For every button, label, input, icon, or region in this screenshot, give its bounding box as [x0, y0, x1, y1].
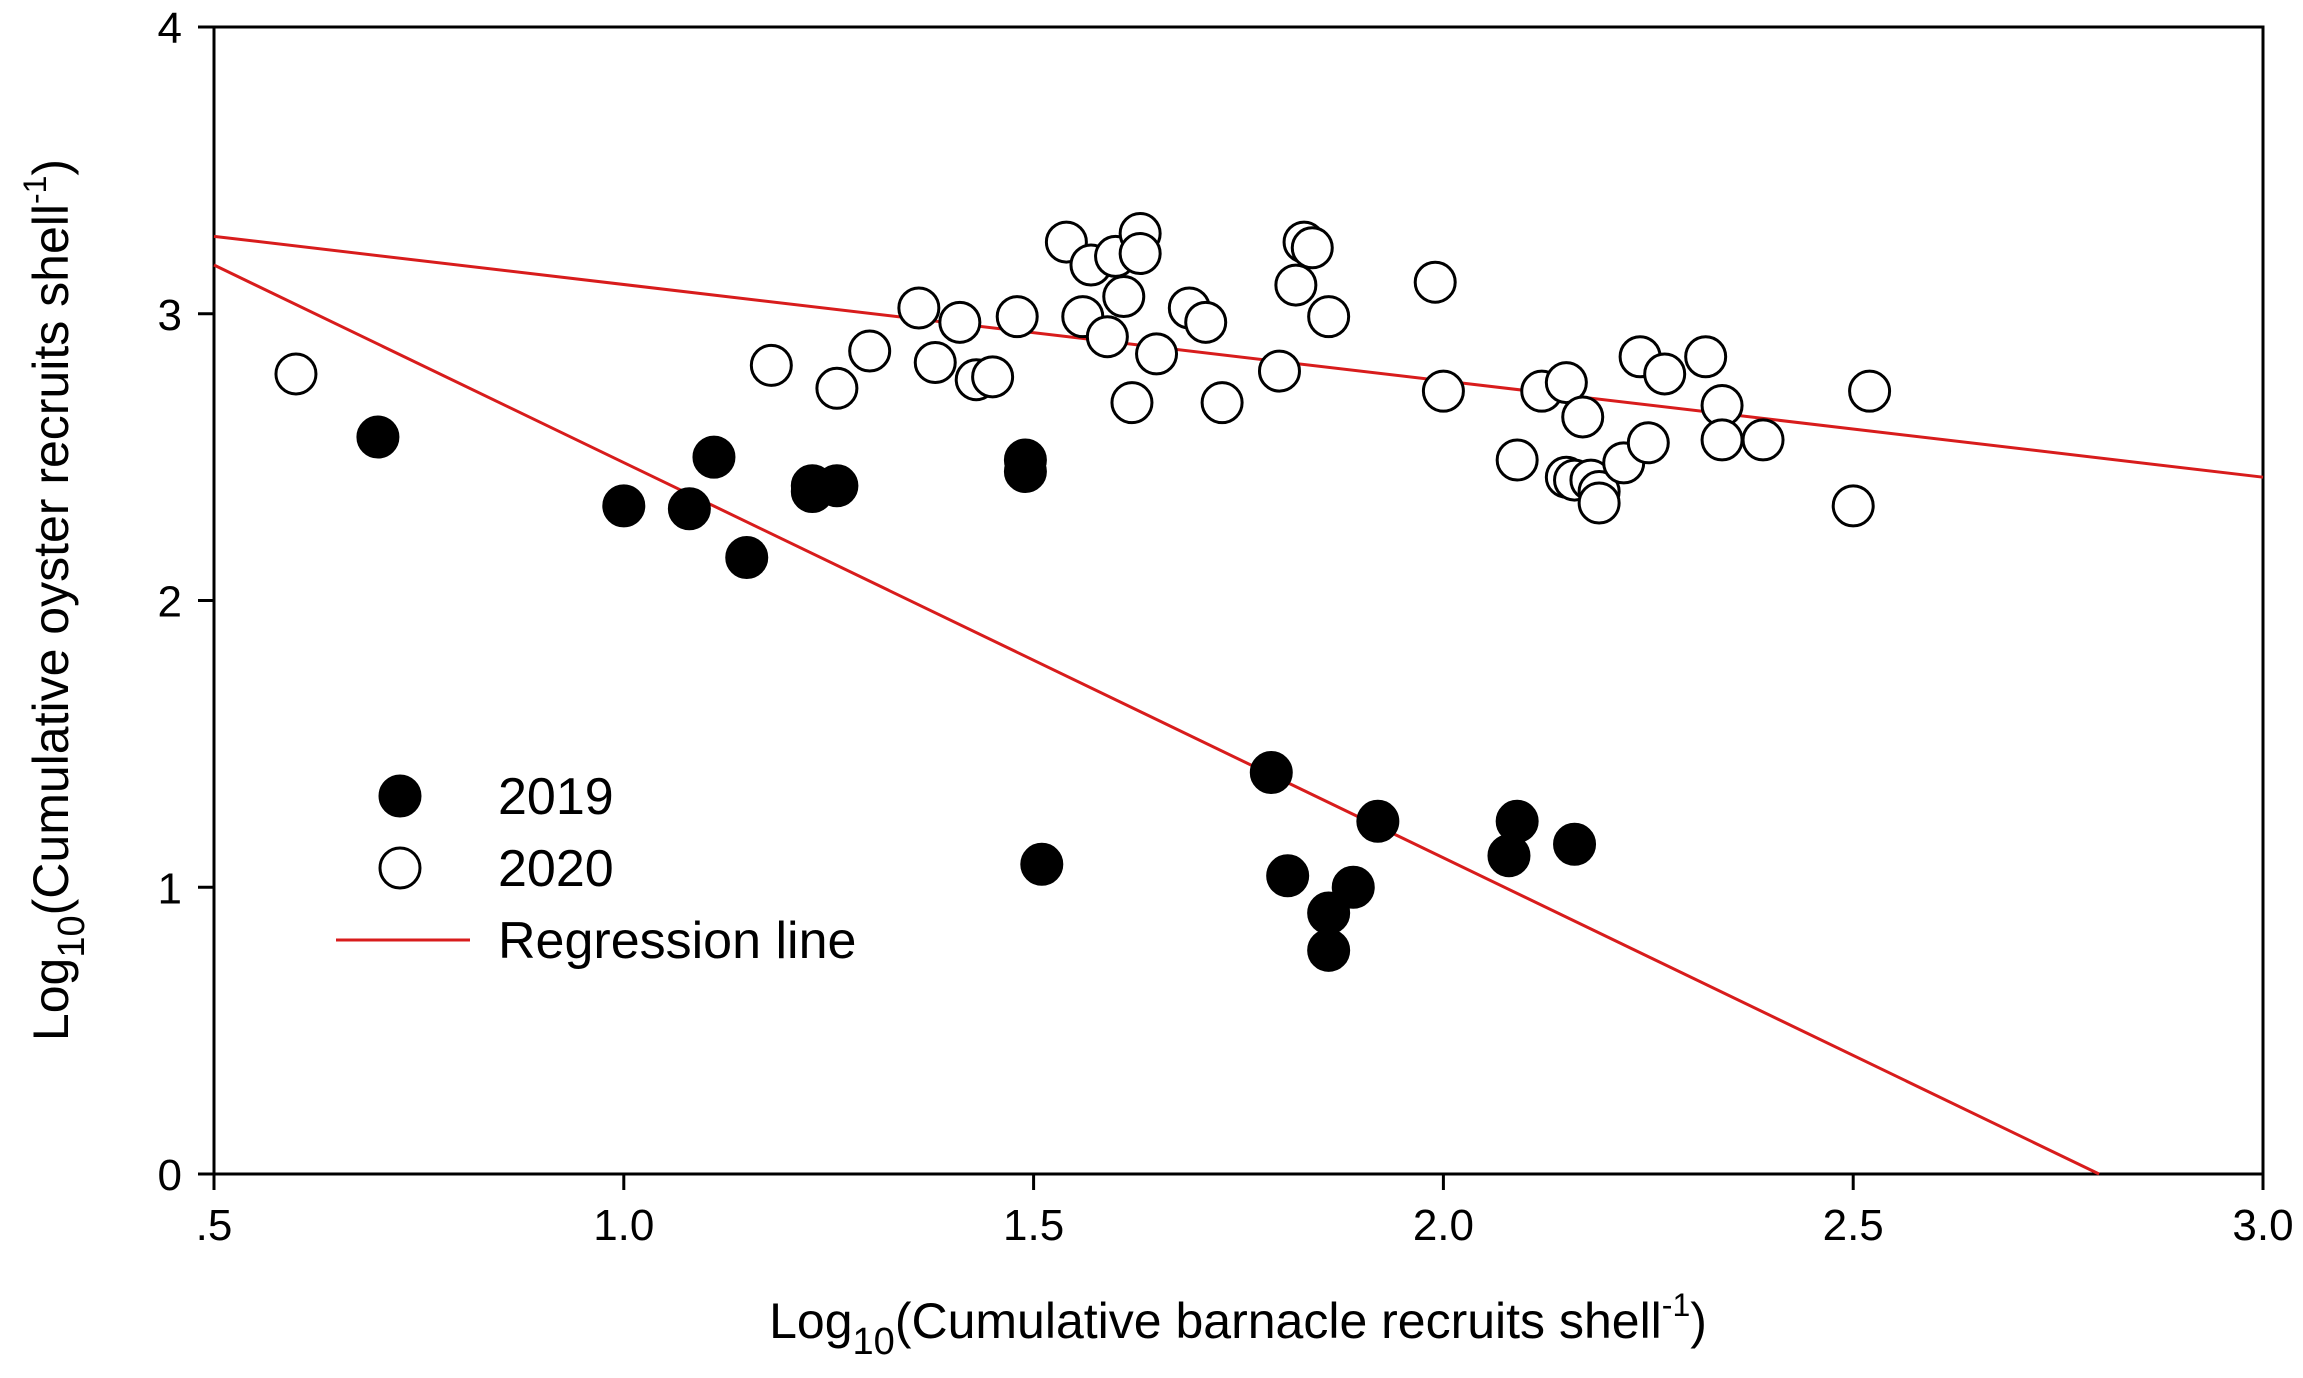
point-2019	[356, 415, 400, 459]
y-axis-title-prefix: Log	[23, 958, 79, 1041]
point-2020	[1184, 300, 1228, 344]
point-2020	[1413, 260, 1457, 304]
x-axis-ticks: .5 1.0 1.5 2.0 2.5 3.0	[196, 1174, 2294, 1250]
y-axis-title-superscript: -1	[17, 176, 53, 204]
x-axis-title-suffix: )	[1690, 1293, 1707, 1349]
y-tick-label: 0	[158, 1151, 182, 1200]
x-tick-label: 3.0	[2232, 1201, 2293, 1250]
x-axis-title-main: (Cumulative barnacle recruits shell	[895, 1293, 1662, 1349]
y-axis-ticks: 0 1 2 3 4	[158, 4, 214, 1200]
legend-marker-2020	[378, 846, 422, 890]
point-2020	[1421, 369, 1465, 413]
y-axis-title-main: (Cumulative oyster recruits shell	[23, 204, 79, 915]
point-2020	[749, 343, 793, 387]
x-axis-title: Log10(Cumulative barnacle recruits shell…	[769, 1287, 1707, 1363]
point-2020	[1102, 275, 1146, 319]
plot-area	[212, 25, 2265, 1176]
legend-marker-2019	[378, 774, 422, 818]
point-2019	[667, 487, 711, 531]
point-2020	[1561, 395, 1605, 439]
point-2020	[1495, 438, 1539, 482]
point-2020	[1290, 226, 1334, 270]
point-2020	[1135, 332, 1179, 376]
x-tick-label: 1.5	[1003, 1201, 1064, 1250]
point-2020	[1577, 481, 1621, 525]
point-2019	[602, 484, 646, 528]
regression-line-2020	[213, 234, 2264, 479]
x-tick-label: 2.0	[1413, 1201, 1474, 1250]
point-2020	[1257, 349, 1301, 393]
point-2020	[897, 286, 941, 330]
point-2019	[1553, 822, 1597, 866]
data-points	[274, 211, 1892, 972]
point-2019	[815, 464, 859, 508]
y-tick-label: 2	[158, 578, 182, 627]
y-axis-title-suffix: )	[23, 159, 79, 176]
point-2019	[692, 435, 736, 479]
x-axis-title-superscript: -1	[1662, 1287, 1690, 1323]
point-2019	[725, 535, 769, 579]
x-tick-label: .5	[196, 1201, 233, 1250]
point-2020	[938, 300, 982, 344]
legend-label-2019: 2019	[498, 768, 614, 826]
legend-label-2020: 2020	[498, 840, 614, 898]
legend-label-regression-line: Regression line	[498, 912, 856, 970]
point-2019	[1003, 449, 1047, 493]
point-2020	[815, 366, 859, 410]
x-axis-title-prefix: Log	[769, 1293, 852, 1349]
point-2020	[1544, 361, 1588, 405]
x-axis-title-subscript: 10	[853, 1321, 895, 1363]
point-2019	[1020, 842, 1064, 886]
y-tick-label: 3	[158, 291, 182, 340]
point-2019	[1331, 865, 1375, 909]
point-2020	[274, 352, 318, 396]
point-2019	[1495, 799, 1539, 843]
point-2020	[1200, 381, 1244, 425]
point-2019	[1266, 854, 1310, 898]
regression-line-2019	[213, 263, 2100, 1176]
point-2020	[1085, 315, 1129, 359]
point-2020	[848, 329, 892, 373]
point-2020	[1274, 263, 1318, 307]
y-tick-label: 1	[158, 864, 182, 913]
point-2020	[995, 295, 1039, 339]
point-2019	[1249, 751, 1293, 795]
point-2020	[1741, 418, 1785, 462]
x-tick-label: 1.0	[593, 1201, 654, 1250]
point-2020	[1831, 484, 1875, 528]
point-2020	[1110, 381, 1154, 425]
point-2020	[1626, 421, 1670, 465]
point-2020	[1307, 295, 1351, 339]
y-tick-label: 4	[158, 4, 182, 53]
point-2019	[1307, 928, 1351, 972]
point-2020	[1118, 232, 1162, 276]
point-2020	[1684, 335, 1728, 379]
point-2020	[1700, 418, 1744, 462]
legend: 2019 2020 Regression line	[336, 768, 856, 970]
point-2020	[971, 355, 1015, 399]
y-axis-title-subscript: 10	[51, 915, 93, 957]
y-axis-title: Log10(Cumulative oyster recruits shell-1…	[17, 159, 93, 1041]
x-tick-label: 2.5	[1823, 1201, 1884, 1250]
regression-lines	[213, 234, 2264, 1176]
point-2019	[1356, 799, 1400, 843]
point-2020	[1848, 369, 1892, 413]
point-2020	[913, 340, 957, 384]
point-2020	[1643, 352, 1687, 396]
